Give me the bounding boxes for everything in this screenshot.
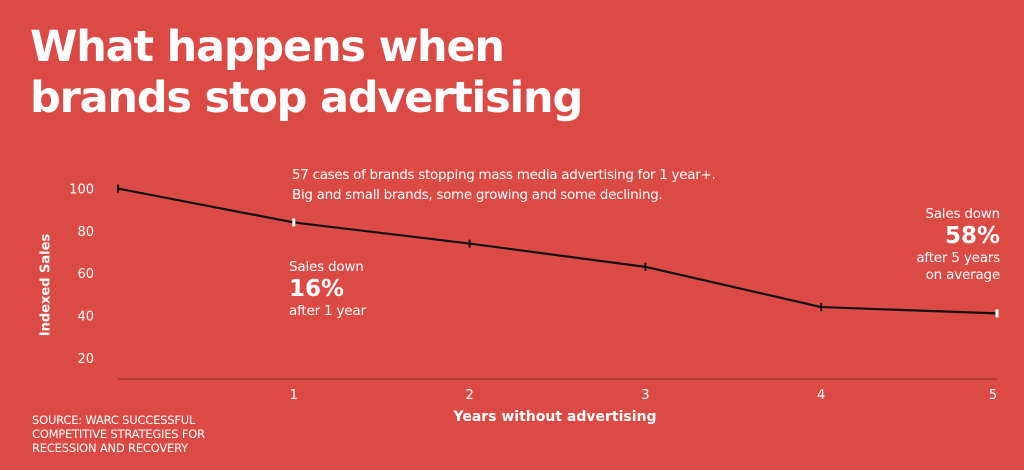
series-line — [117, 187, 998, 315]
x-axis-label: Years without advertising — [453, 409, 657, 425]
source-line-1: SOURCE: WARC SUCCESSFUL — [32, 413, 196, 427]
x-tick-label: 3 — [641, 388, 649, 403]
annotation-right-value: 58% — [944, 223, 1000, 249]
x-axis-ticks: 1 2 3 4 5 — [290, 388, 997, 403]
annotation-left-value: 16% — [289, 276, 345, 302]
chart-subtitle: 57 cases of brands stopping mass media a… — [292, 165, 812, 205]
y-tick-label: 40 — [77, 310, 94, 325]
x-tick-label: 5 — [989, 388, 997, 403]
y-tick-label: 60 — [77, 267, 94, 282]
x-tick-label: 2 — [465, 388, 473, 403]
annotation-left-suffix: after 1 year — [289, 303, 366, 319]
x-tick-label: 4 — [817, 388, 825, 403]
source-line-2: COMPETITIVE STRATEGIES FOR — [32, 427, 205, 441]
source-note: SOURCE: WARC SUCCESSFUL COMPETITIVE STRA… — [32, 413, 272, 455]
annotation-year-5: Sales down 58% after 5 years on average — [916, 206, 1000, 284]
subtitle-line-2: Big and small brands, some growing and s… — [292, 187, 663, 203]
title-line-2: brands stop advertising — [30, 73, 583, 123]
series-points — [117, 184, 999, 318]
source-line-3: RECESSION AND RECOVERY — [32, 441, 188, 455]
y-tick-label: 80 — [77, 225, 94, 240]
annotation-right-suffix-2: on average — [925, 267, 1001, 283]
annotation-left-prefix: Sales down — [289, 259, 364, 275]
y-axis-ticks: 20 40 60 80 100 — [69, 183, 94, 367]
annotation-right-suffix-1: after 5 years — [916, 250, 1000, 266]
annotation-right-prefix: Sales down — [925, 206, 1000, 222]
title-line-1: What happens when — [30, 22, 505, 72]
slide-title: What happens when brands stop advertisin… — [30, 22, 730, 124]
annotation-year-1: Sales down 16% after 1 year — [289, 259, 366, 320]
y-tick-label: 20 — [77, 352, 94, 367]
subtitle-line-1: 57 cases of brands stopping mass media a… — [292, 167, 716, 183]
y-tick-label: 100 — [69, 183, 94, 198]
y-axis-label: Indexed Sales — [38, 233, 54, 337]
x-tick-label: 1 — [290, 388, 298, 403]
